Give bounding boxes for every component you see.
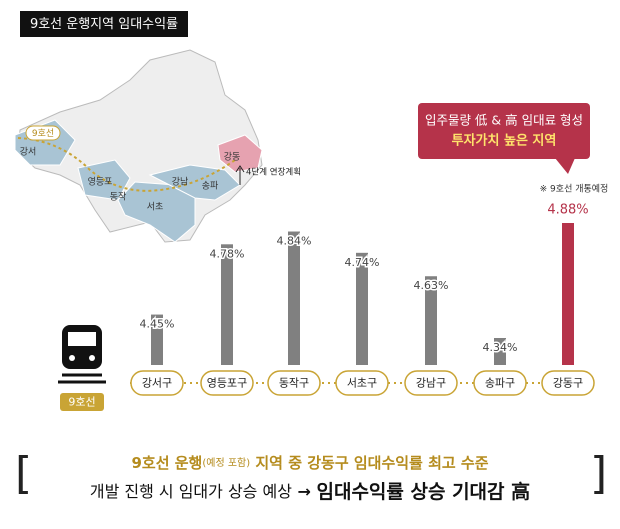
summary-line: 9호선 운행(예정 포함) 지역 중 강동구 임대수익률 최고 수준 <box>131 454 488 472</box>
title-badge <box>20 11 188 37</box>
map-district-label: 송파 <box>202 181 219 192</box>
category-label: 동작구 <box>279 377 309 390</box>
map-district-label: 강남 <box>172 177 189 188</box>
value-label: 4.45% <box>140 318 175 331</box>
bar <box>356 252 368 365</box>
bar <box>288 231 300 365</box>
map-line <box>17 137 236 192</box>
map-district-highlight <box>217 134 263 173</box>
value-label: 4.63% <box>414 279 449 292</box>
callout-text: 투자가치 높은 지역 <box>452 133 557 149</box>
train-label: 9호선 <box>68 396 95 409</box>
summary-text: (예정 포함) <box>202 457 250 469</box>
category-pill <box>130 370 184 396</box>
map-district-label: 영등포 <box>88 177 113 188</box>
category-pill <box>473 370 527 396</box>
summary-text: 임대수익률 상승 기대감 高 <box>316 480 530 503</box>
map-district-label: 서초 <box>147 202 164 213</box>
map-arrow <box>235 165 245 185</box>
value-label: 4.84% <box>277 235 312 248</box>
category-label: 강서구 <box>142 377 172 390</box>
category-label: 강동구 <box>553 377 583 390</box>
train-icon <box>58 325 106 411</box>
bar <box>151 314 163 365</box>
value-label: 4.74% <box>345 256 380 269</box>
category-label: 강남구 <box>416 377 446 390</box>
category-pill <box>335 370 389 396</box>
bar <box>425 276 437 365</box>
category-pill <box>404 370 458 396</box>
category-label: 서초구 <box>347 377 377 390</box>
category-pill <box>541 370 595 396</box>
map-district-label: 동작 <box>110 192 127 203</box>
value-label: 4.34% <box>483 341 518 354</box>
category-label: 영등포구 <box>207 377 247 390</box>
callout-text: 입주물량 低 & 高 임대료 형성 <box>425 113 583 128</box>
callout-box <box>418 103 590 159</box>
value-label: 4.78% <box>210 247 245 260</box>
map-line-label: 9호선 <box>32 128 54 139</box>
summary-line: 개발 진행 시 임대가 상승 예상 → 임대수익률 상승 기대감 高 <box>90 480 530 503</box>
bar <box>494 338 506 365</box>
category-label: 송파구 <box>485 377 515 390</box>
summary-text: 개발 진행 시 임대가 상승 예상 <box>90 482 292 501</box>
summary-text: 지역 중 강동구 임대수익률 최고 수준 <box>250 454 489 472</box>
map-district <box>117 181 196 243</box>
map: 9호선 4단계 연장계획 <box>14 49 301 243</box>
bracket: ] <box>590 448 607 499</box>
map-district-label: 강동 <box>224 152 241 163</box>
summary-text: 9호선 운행 <box>131 454 202 472</box>
title: 9호선 운행지역 임대수익률 <box>30 16 178 32</box>
bracket: [ <box>15 448 32 499</box>
bar <box>221 244 233 365</box>
map-extension-note: 4단계 연장계획 <box>246 167 301 178</box>
value-label: 4.88% <box>547 203 588 218</box>
map-line-badge <box>25 125 61 141</box>
bar <box>562 223 574 365</box>
map-district-label: 강서 <box>20 147 37 158</box>
category-pill <box>267 370 321 396</box>
note: ※ 9호선 개통예정 <box>540 184 609 195</box>
summary-text: → <box>292 482 317 501</box>
category-pill <box>200 370 254 396</box>
callout-pointer <box>555 158 575 174</box>
